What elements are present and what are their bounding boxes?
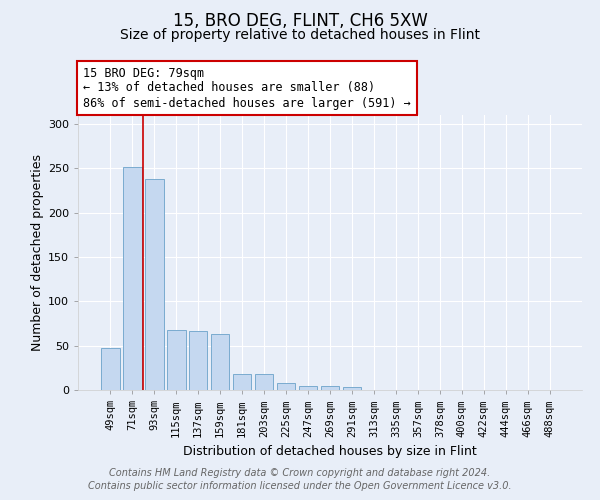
- Bar: [343, 388, 361, 390]
- Bar: [320, 386, 340, 390]
- Bar: [233, 374, 251, 390]
- Y-axis label: Number of detached properties: Number of detached properties: [31, 154, 44, 351]
- Text: 15, BRO DEG, FLINT, CH6 5XW: 15, BRO DEG, FLINT, CH6 5XW: [173, 12, 427, 30]
- Bar: [277, 383, 295, 390]
- Bar: [255, 374, 274, 390]
- Text: Size of property relative to detached houses in Flint: Size of property relative to detached ho…: [120, 28, 480, 42]
- Bar: [299, 386, 317, 390]
- Text: Contains HM Land Registry data © Crown copyright and database right 2024.: Contains HM Land Registry data © Crown c…: [109, 468, 491, 477]
- X-axis label: Distribution of detached houses by size in Flint: Distribution of detached houses by size …: [183, 445, 477, 458]
- Bar: [167, 330, 185, 390]
- Bar: [211, 334, 229, 390]
- Bar: [189, 332, 208, 390]
- Text: Contains public sector information licensed under the Open Government Licence v3: Contains public sector information licen…: [88, 481, 512, 491]
- Text: 15 BRO DEG: 79sqm
← 13% of detached houses are smaller (88)
86% of semi-detached: 15 BRO DEG: 79sqm ← 13% of detached hous…: [83, 66, 411, 110]
- Bar: [123, 168, 142, 390]
- Bar: [145, 179, 164, 390]
- Bar: [101, 348, 119, 390]
